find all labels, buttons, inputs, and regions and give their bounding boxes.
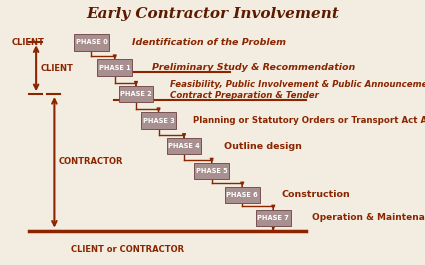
FancyBboxPatch shape	[119, 86, 153, 102]
Text: Planning or Statutory Orders or Transport Act Application: Planning or Statutory Orders or Transpor…	[193, 116, 425, 125]
Text: Feasibility, Public Involvement & Public Announcement.
Contract Preparation & Te: Feasibility, Public Involvement & Public…	[170, 80, 425, 100]
FancyBboxPatch shape	[141, 112, 176, 129]
Text: CLIENT or CONTRACTOR: CLIENT or CONTRACTOR	[71, 245, 184, 254]
Text: Operation & Maintenance: Operation & Maintenance	[312, 213, 425, 222]
FancyBboxPatch shape	[225, 187, 260, 203]
Text: Identification of the Problem: Identification of the Problem	[132, 38, 286, 47]
Text: PHASE 3: PHASE 3	[143, 118, 174, 123]
Text: CLIENT: CLIENT	[40, 64, 73, 73]
FancyBboxPatch shape	[194, 163, 229, 179]
Text: PHASE 6: PHASE 6	[227, 192, 258, 198]
FancyBboxPatch shape	[97, 59, 132, 76]
FancyBboxPatch shape	[256, 210, 291, 226]
FancyBboxPatch shape	[74, 34, 109, 51]
Text: Outline design: Outline design	[224, 142, 302, 151]
Text: PHASE 7: PHASE 7	[258, 215, 289, 221]
Text: PHASE 5: PHASE 5	[196, 168, 227, 174]
Text: Early Contractor Involvement: Early Contractor Involvement	[86, 7, 339, 21]
Text: PHASE 1: PHASE 1	[99, 65, 130, 70]
Text: PHASE 2: PHASE 2	[120, 91, 152, 97]
Text: Preliminary Study & Recommendation: Preliminary Study & Recommendation	[152, 63, 355, 72]
Text: PHASE 0: PHASE 0	[76, 39, 107, 45]
FancyBboxPatch shape	[167, 138, 201, 154]
Text: Construction: Construction	[281, 190, 350, 199]
Text: CONTRACTOR: CONTRACTOR	[59, 157, 123, 166]
Text: PHASE 4: PHASE 4	[168, 143, 200, 149]
Text: CLIENT: CLIENT	[12, 38, 45, 47]
